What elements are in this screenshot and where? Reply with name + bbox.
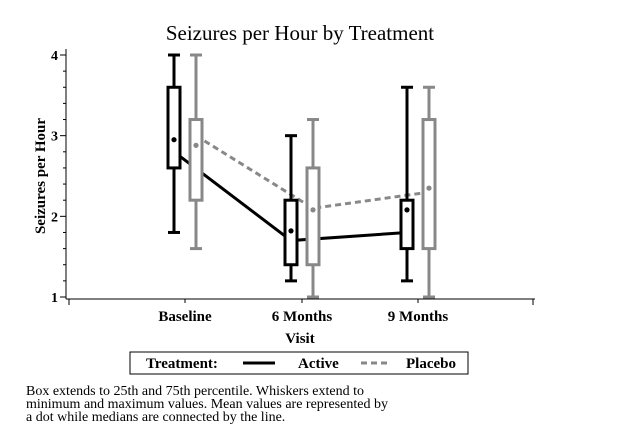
- legend-box: [129, 351, 469, 375]
- legend-label-active: Active: [298, 356, 339, 372]
- y-tick-label: 2: [51, 210, 58, 225]
- box-placebo-2: [421, 85, 437, 299]
- mean-dot: [426, 185, 432, 191]
- box-placebo-1: [305, 118, 321, 299]
- mean-dot: [171, 137, 177, 143]
- y-axis-label: Seizures per Hour: [33, 118, 49, 234]
- iqr-box: [421, 118, 437, 251]
- x-tick-label: 6 Months: [272, 309, 333, 325]
- median-line-placebo: [195, 134, 430, 210]
- iqr-box: [188, 118, 204, 202]
- box-placebo-0: [188, 53, 204, 251]
- footnote-line-2: minimum and maximum values. Mean values …: [26, 397, 388, 412]
- y-tick-label: 3: [51, 130, 58, 145]
- legend-title: Treatment:: [146, 356, 218, 372]
- iqr-box: [399, 198, 415, 251]
- plot-marks: [166, 53, 437, 299]
- axes: 1 2 3 4 Baseline 6 Months 9 Months: [51, 49, 535, 325]
- mean-dot: [193, 142, 199, 148]
- box-active-0: [166, 53, 182, 234]
- footnote: Box extends to 25th and 75th percentile.…: [26, 384, 496, 425]
- chart-title: Seizures per Hour by Treatment: [166, 21, 434, 45]
- mean-dot: [288, 228, 294, 234]
- mean-dot: [404, 207, 410, 213]
- footnote-line-1: Box extends to 25th and 75th percentile.…: [26, 384, 365, 399]
- legend: Treatment: Active Placebo: [129, 351, 469, 375]
- box-active-2: [399, 85, 415, 283]
- footnote-line-3: a dot while medians are connected by the…: [26, 410, 286, 425]
- box-plot-chart: Seizures per Hour by Treatment 1 2 3 4 Basel…: [33, 21, 535, 375]
- x-axis-label: Visit: [285, 331, 314, 347]
- legend-label-placebo: Placebo: [406, 356, 456, 372]
- y-tick-label: 1: [51, 291, 58, 306]
- x-tick-label: 9 Months: [388, 309, 449, 325]
- iqr-box: [166, 85, 182, 170]
- mean-dot: [310, 207, 316, 213]
- y-tick-label: 4: [51, 49, 58, 64]
- iqr-box: [305, 166, 321, 267]
- box-active-1: [283, 134, 299, 283]
- x-tick-label: Baseline: [158, 309, 212, 325]
